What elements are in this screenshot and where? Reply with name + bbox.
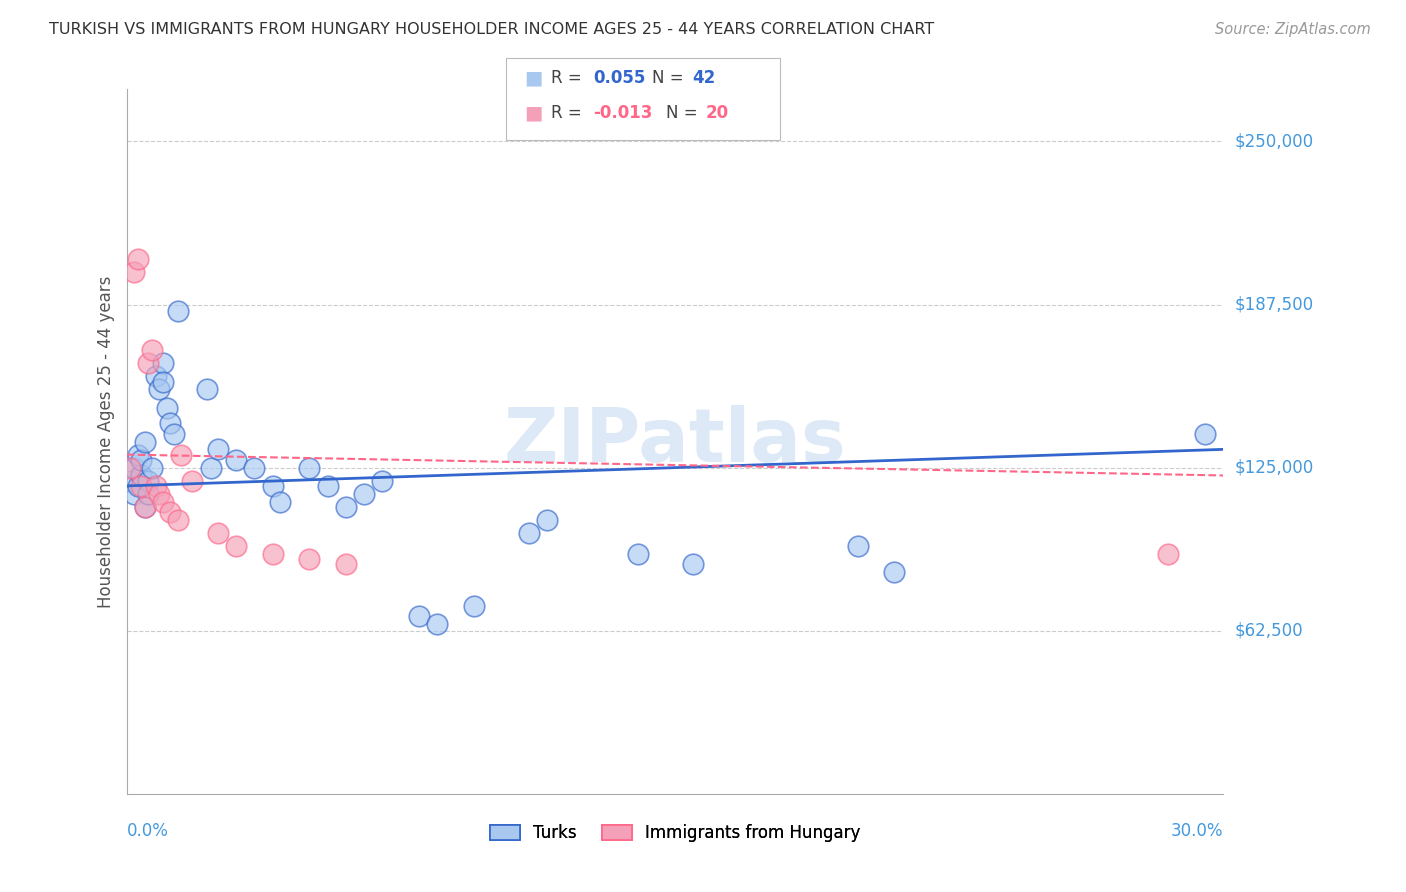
Point: [156, 401, 179, 415]
Point: [426, 617, 449, 632]
Point: [122, 265, 145, 279]
Point: [682, 558, 704, 572]
Point: [152, 494, 174, 508]
Text: R =: R =: [551, 104, 588, 122]
Point: [141, 460, 163, 475]
Point: [138, 487, 160, 501]
Point: [127, 252, 149, 266]
Text: N =: N =: [666, 104, 703, 122]
Point: [536, 513, 558, 527]
Text: -0.013: -0.013: [593, 104, 652, 122]
Point: [1194, 426, 1216, 441]
Point: [207, 525, 229, 540]
Point: [207, 442, 229, 457]
Point: [627, 547, 650, 561]
Text: 20: 20: [706, 104, 728, 122]
Point: [145, 479, 167, 493]
Text: $62,500: $62,500: [1234, 622, 1303, 640]
Text: ■: ■: [524, 103, 543, 123]
Legend: Turks, Immigrants from Hungary: Turks, Immigrants from Hungary: [482, 818, 868, 849]
Text: $250,000: $250,000: [1234, 132, 1313, 151]
Text: Source: ZipAtlas.com: Source: ZipAtlas.com: [1215, 22, 1371, 37]
Point: [134, 434, 156, 449]
Point: [120, 460, 142, 475]
Point: [225, 452, 247, 467]
Point: [262, 547, 284, 561]
Point: [134, 500, 156, 514]
Point: [148, 487, 170, 501]
Point: [269, 494, 291, 508]
Text: 30.0%: 30.0%: [1171, 822, 1223, 840]
Point: [335, 500, 357, 514]
Text: R =: R =: [551, 69, 588, 87]
Point: [170, 448, 193, 462]
Point: [159, 505, 181, 519]
Point: [141, 343, 163, 358]
Text: N =: N =: [652, 69, 689, 87]
Point: [127, 479, 149, 493]
Point: [243, 460, 266, 475]
Point: [152, 356, 174, 370]
Point: [152, 375, 174, 389]
Point: [846, 539, 869, 553]
Text: ■: ■: [524, 68, 543, 87]
Point: [298, 460, 321, 475]
Point: [120, 474, 142, 488]
Point: [262, 479, 284, 493]
Point: [353, 487, 375, 501]
Point: [195, 382, 218, 396]
Point: [1157, 547, 1180, 561]
Point: [122, 487, 145, 501]
Point: [163, 426, 186, 441]
Text: 0.0%: 0.0%: [127, 822, 169, 840]
Point: [166, 513, 188, 527]
Point: [316, 479, 339, 493]
Text: TURKISH VS IMMIGRANTS FROM HUNGARY HOUSEHOLDER INCOME AGES 25 - 44 YEARS CORRELA: TURKISH VS IMMIGRANTS FROM HUNGARY HOUSE…: [49, 22, 935, 37]
Point: [298, 552, 321, 566]
Point: [371, 474, 394, 488]
Point: [129, 468, 152, 483]
Point: [145, 369, 167, 384]
Point: [200, 460, 222, 475]
Point: [181, 474, 204, 488]
Text: 42: 42: [692, 69, 716, 87]
Text: ZIPatlas: ZIPatlas: [503, 405, 846, 478]
Point: [166, 304, 188, 318]
Point: [408, 609, 430, 624]
Point: [138, 474, 160, 488]
Point: [883, 565, 905, 579]
Y-axis label: Householder Income Ages 25 - 44 years: Householder Income Ages 25 - 44 years: [97, 276, 115, 607]
Point: [134, 500, 156, 514]
Point: [225, 539, 247, 553]
Text: $187,500: $187,500: [1234, 295, 1313, 313]
Point: [159, 417, 181, 431]
Point: [122, 460, 145, 475]
Text: 0.055: 0.055: [593, 69, 645, 87]
Point: [463, 599, 485, 613]
Point: [129, 452, 152, 467]
Text: $125,000: $125,000: [1234, 458, 1313, 476]
Point: [517, 525, 540, 540]
Point: [148, 382, 170, 396]
Point: [127, 448, 149, 462]
Point: [129, 479, 152, 493]
Point: [138, 356, 160, 370]
Point: [335, 558, 357, 572]
